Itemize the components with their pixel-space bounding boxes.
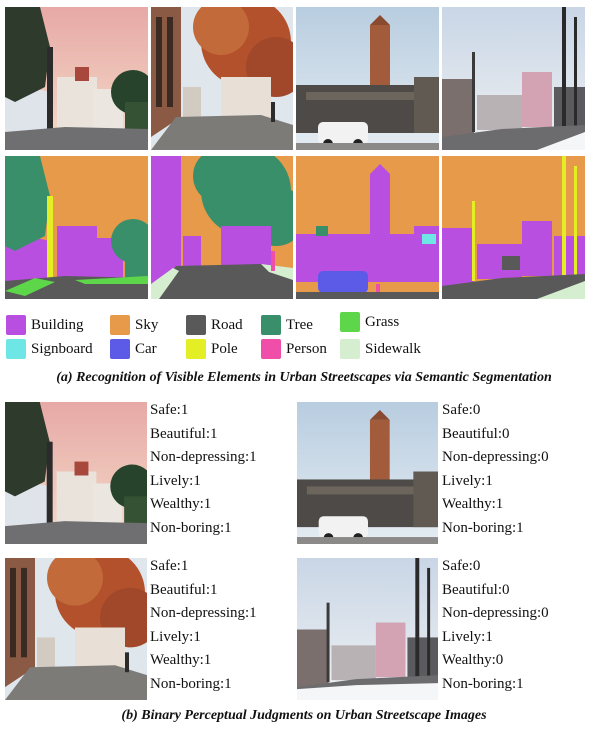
legend-swatch <box>261 315 281 335</box>
caption-b: (b) Binary Perceptual Judgments on Urban… <box>121 708 487 723</box>
legend-pole: Pole <box>186 338 238 360</box>
judgment-scores-3: Safe:1 Beautiful:1 Non-depressing:1 Live… <box>150 555 257 696</box>
score-non-depressing: Non-depressing:1 <box>150 449 257 465</box>
score-safe: Safe:0 <box>442 558 481 574</box>
score-non-boring: Non-boring:1 <box>150 519 232 536</box>
score-safe: Safe:1 <box>150 558 189 574</box>
legend-grass: Grass <box>340 311 399 333</box>
score-beautiful: Beautiful:0 <box>442 581 510 598</box>
street-photo-3 <box>296 7 439 150</box>
score-lively: Lively:1 <box>442 472 493 489</box>
legend-label: Car <box>135 340 157 357</box>
legend-sidewalk: Sidewalk <box>340 338 421 360</box>
legend-swatch <box>110 315 130 335</box>
score-wealthy: Wealthy:0 <box>442 652 504 668</box>
score-lively: Lively:1 <box>150 628 201 645</box>
street-photo-2 <box>151 7 293 150</box>
legend-sky: Sky <box>110 314 158 336</box>
score-lively: Lively:1 <box>442 628 493 645</box>
legend-swatch <box>110 339 130 359</box>
legend-label: Sidewalk <box>365 340 421 357</box>
score-lively: Lively:1 <box>150 472 201 489</box>
legend-label: Building <box>31 316 84 333</box>
score-non-boring: Non-boring:1 <box>150 675 232 692</box>
segmentation-map-3 <box>296 156 439 299</box>
caption-a: (a) Recognition of Visible Elements in U… <box>56 370 552 385</box>
judgment-scores-2: Safe:0 Beautiful:0 Non-depressing:0 Live… <box>442 399 549 540</box>
score-non-depressing: Non-depressing:0 <box>442 449 549 465</box>
street-photo-1 <box>5 7 148 150</box>
score-beautiful: Beautiful:1 <box>150 581 218 598</box>
legend-swatch <box>6 315 26 335</box>
legend-label: Person <box>286 340 327 357</box>
score-wealthy: Wealthy:1 <box>150 652 212 668</box>
score-non-boring: Non-boring:1 <box>442 519 524 536</box>
legend-building: Building <box>6 314 84 336</box>
score-non-depressing: Non-depressing:0 <box>442 605 549 621</box>
legend-label: Grass <box>365 313 400 330</box>
legend-signboard: Signboard <box>6 338 93 360</box>
score-non-boring: Non-boring:1 <box>442 675 524 692</box>
legend-swatch <box>6 339 26 359</box>
score-beautiful: Beautiful:0 <box>442 425 510 442</box>
judgment-scores-4: Safe:0 Beautiful:0 Non-depressing:0 Live… <box>442 555 549 696</box>
legend-label: Road <box>211 316 243 333</box>
legend-label: Sky <box>135 316 159 333</box>
legend-person: Person <box>261 338 327 360</box>
judgment-scores-1: Safe:1 Beautiful:1 Non-depressing:1 Live… <box>150 399 257 540</box>
legend-label: Tree <box>286 316 313 333</box>
legend-road: Road <box>186 314 243 336</box>
legend-tree: Tree <box>261 314 313 336</box>
judgment-photo-1 <box>5 402 147 544</box>
legend-swatch <box>186 339 206 359</box>
legend-swatch <box>340 339 360 359</box>
score-wealthy: Wealthy:1 <box>150 496 212 512</box>
segmentation-map-2 <box>151 156 293 299</box>
legend-swatch <box>186 315 206 335</box>
legend-car: Car <box>110 338 157 360</box>
score-safe: Safe:1 <box>150 402 189 418</box>
segmentation-map-1 <box>5 156 148 299</box>
judgment-photo-4 <box>297 558 438 700</box>
score-beautiful: Beautiful:1 <box>150 425 218 442</box>
segmentation-map-4 <box>442 156 585 299</box>
legend-swatch <box>261 339 281 359</box>
score-wealthy: Wealthy:1 <box>442 496 504 512</box>
legend-label: Signboard <box>31 340 93 357</box>
score-non-depressing: Non-depressing:1 <box>150 605 257 621</box>
legend-swatch <box>340 312 360 332</box>
legend-label: Pole <box>211 340 238 357</box>
score-safe: Safe:0 <box>442 402 481 418</box>
street-photo-4 <box>442 7 585 150</box>
judgment-photo-3 <box>5 558 147 700</box>
judgment-photo-2 <box>297 402 438 544</box>
